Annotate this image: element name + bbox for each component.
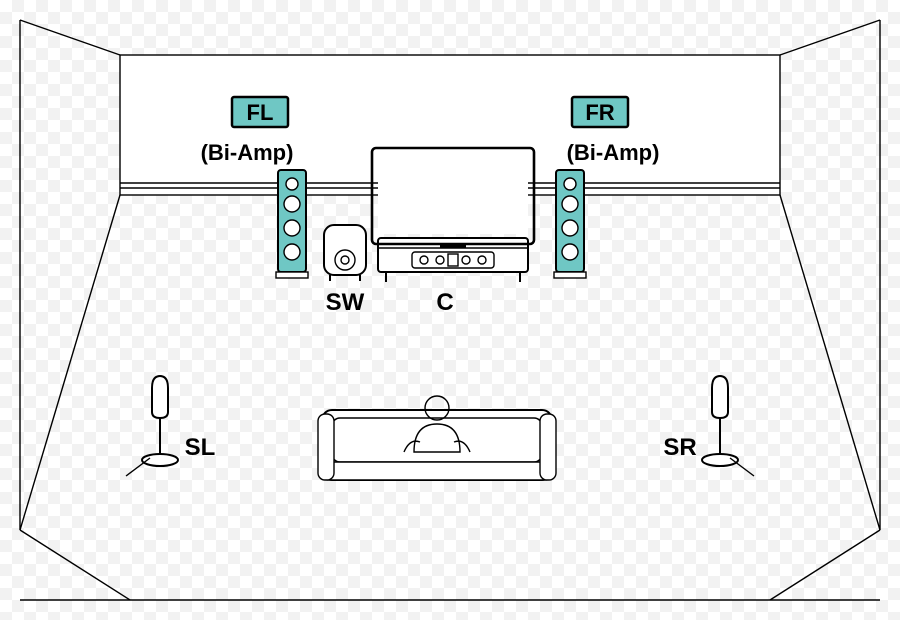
sofa-icon [318, 396, 556, 480]
front-left-speaker [276, 170, 308, 278]
sl-label: SL [185, 434, 216, 461]
fl-subtitle: (Bi-Amp) [201, 140, 294, 165]
sw-label: SW [326, 289, 365, 316]
surround-right-speaker [702, 376, 754, 476]
fl-tag-label: FL [247, 100, 274, 125]
c-label: C [436, 289, 453, 316]
front-right-speaker [554, 170, 586, 278]
fr-subtitle: (Bi-Amp) [567, 140, 660, 165]
tv-icon [372, 148, 534, 248]
speaker-layout-diagram: FL (Bi-Amp) FR (Bi-Amp) SW C [0, 0, 900, 620]
surround-left-speaker [126, 376, 178, 476]
subwoofer-icon [324, 225, 366, 281]
fr-tag-label: FR [585, 100, 614, 125]
sr-label: SR [663, 434, 696, 461]
